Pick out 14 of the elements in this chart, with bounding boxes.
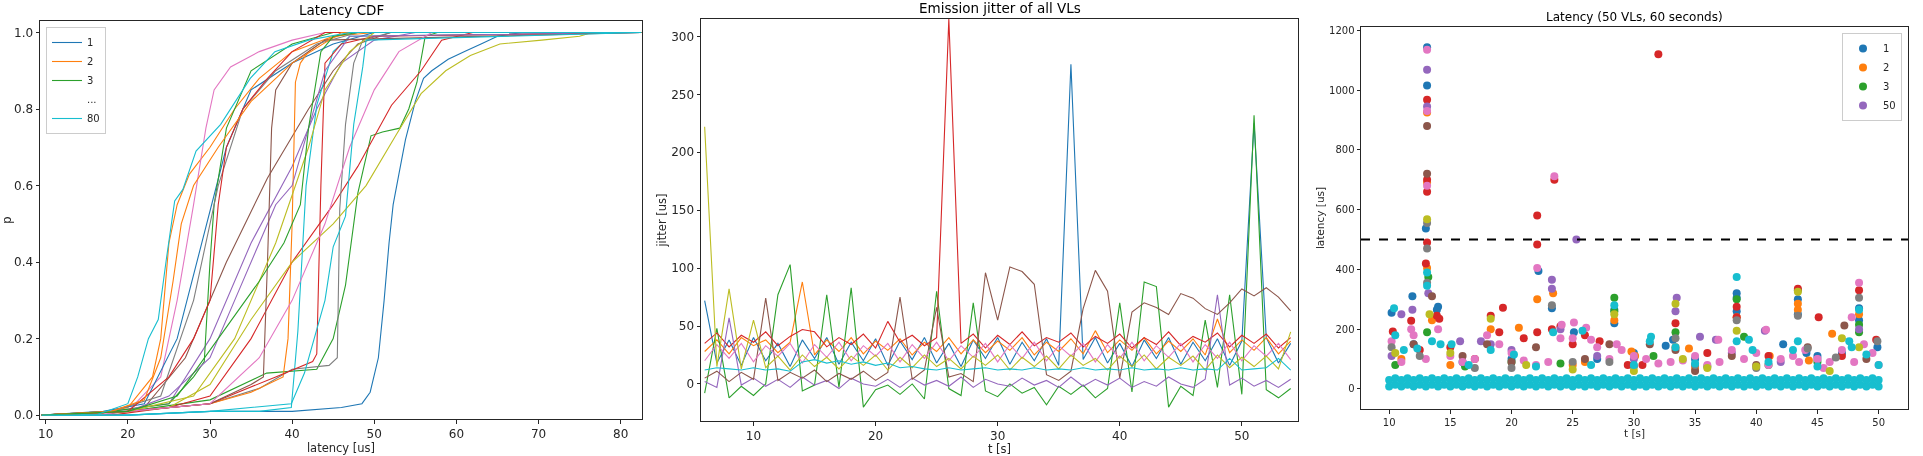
x-tick-label: 10 [38, 426, 54, 441]
y-axis-title: p [0, 216, 14, 224]
y-tick-label: 0.0 [14, 408, 34, 423]
x-tick-label: 40 [284, 426, 300, 441]
y-tick-label: 1.0 [14, 25, 34, 40]
x-tick-label: 30 [202, 426, 218, 441]
y-tick-label: 0.8 [14, 102, 34, 117]
x-axis-title: t [s] [987, 442, 1012, 456]
y-tick-label: 0.6 [14, 178, 34, 193]
y-tick-label: 0.2 [14, 331, 34, 346]
chart-title: Latency CDF [299, 2, 385, 18]
x-tick-label: 20 [120, 426, 136, 441]
x-axis-title: latency [us] [306, 440, 376, 455]
y-tick-label: 0.4 [14, 255, 34, 270]
